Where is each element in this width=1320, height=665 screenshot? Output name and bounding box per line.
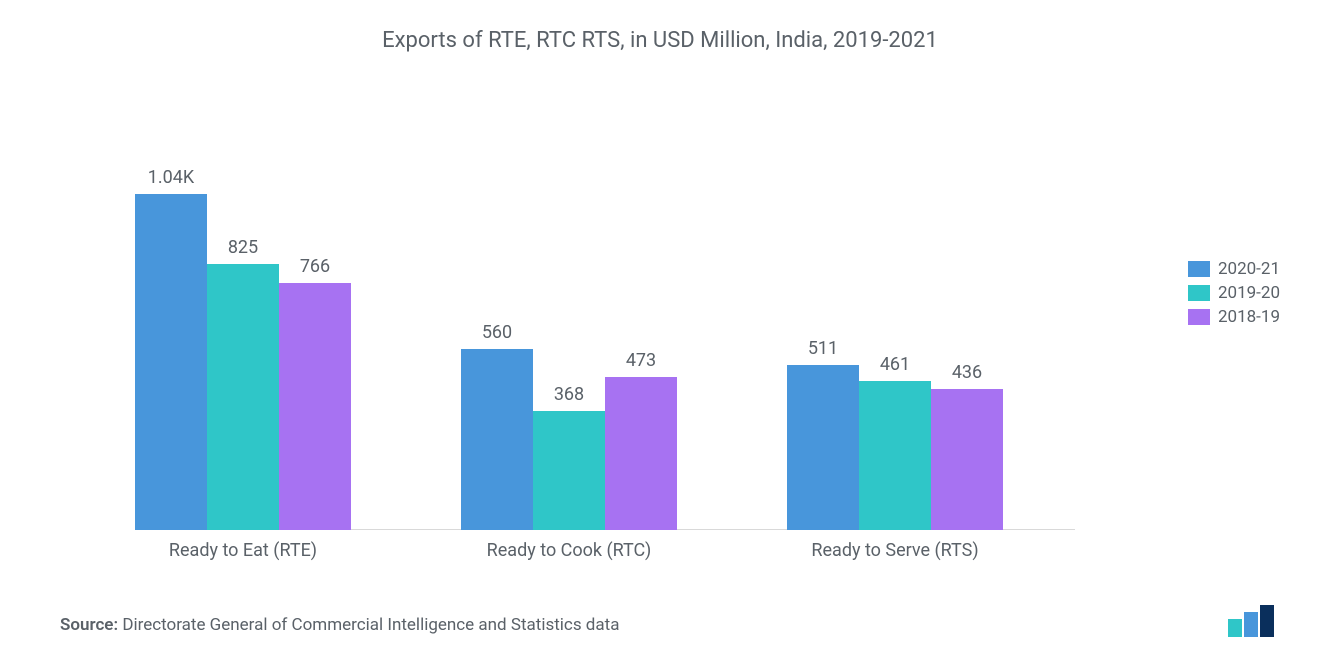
category-label: Ready to Eat (RTE)	[118, 530, 368, 561]
bar-group: 1.04K825766Ready to Eat (RTE)	[135, 175, 351, 530]
plot-area: 1.04K825766Ready to Eat (RTE) 560368473Re…	[135, 175, 1075, 530]
legend-swatch	[1188, 309, 1210, 325]
legend: 2020-21 2019-20 2018-19	[1188, 255, 1280, 331]
legend-label: 2018-19	[1218, 307, 1280, 327]
bar: 368	[533, 411, 605, 530]
legend-label: 2019-20	[1218, 283, 1280, 303]
bar: 436	[931, 389, 1003, 530]
chart-title: Exports of RTE, RTC RTS, in USD Million,…	[0, 28, 1320, 53]
category-label: Ready to Cook (RTC)	[444, 530, 694, 561]
bar-value-label: 473	[605, 350, 677, 377]
legend-item: 2018-19	[1188, 307, 1280, 327]
bar-value-label: 766	[279, 256, 351, 283]
bar-value-label: 368	[533, 384, 605, 411]
bar: 473	[605, 377, 677, 530]
bar-value-label: 825	[207, 237, 279, 264]
category-label: Ready to Serve (RTS)	[770, 530, 1020, 561]
bar-group: 511461436Ready to Serve (RTS)	[787, 175, 1003, 530]
source-label: Source:	[60, 615, 118, 635]
bar: 1.04K	[135, 194, 207, 530]
bar: 766	[279, 283, 351, 530]
legend-swatch	[1188, 285, 1210, 301]
chart-container: Exports of RTE, RTC RTS, in USD Million,…	[0, 0, 1320, 665]
legend-item: 2020-21	[1188, 259, 1280, 279]
bar-value-label: 560	[461, 322, 533, 349]
bar-value-label: 436	[931, 362, 1003, 389]
bar: 825	[207, 264, 279, 530]
bar: 511	[787, 365, 859, 530]
legend-item: 2019-20	[1188, 283, 1280, 303]
legend-swatch	[1188, 261, 1210, 277]
legend-label: 2020-21	[1218, 259, 1280, 279]
bar: 461	[859, 381, 931, 530]
brand-logo	[1228, 605, 1280, 637]
bar-value-label: 461	[859, 354, 931, 381]
bar-value-label: 511	[787, 338, 859, 365]
bar: 560	[461, 349, 533, 530]
source-citation: Source: Directorate General of Commercia…	[60, 615, 619, 635]
source-body: Directorate General of Commercial Intell…	[122, 615, 619, 635]
bar-value-label: 1.04K	[135, 167, 207, 194]
bar-group: 560368473Ready to Cook (RTC)	[461, 175, 677, 530]
